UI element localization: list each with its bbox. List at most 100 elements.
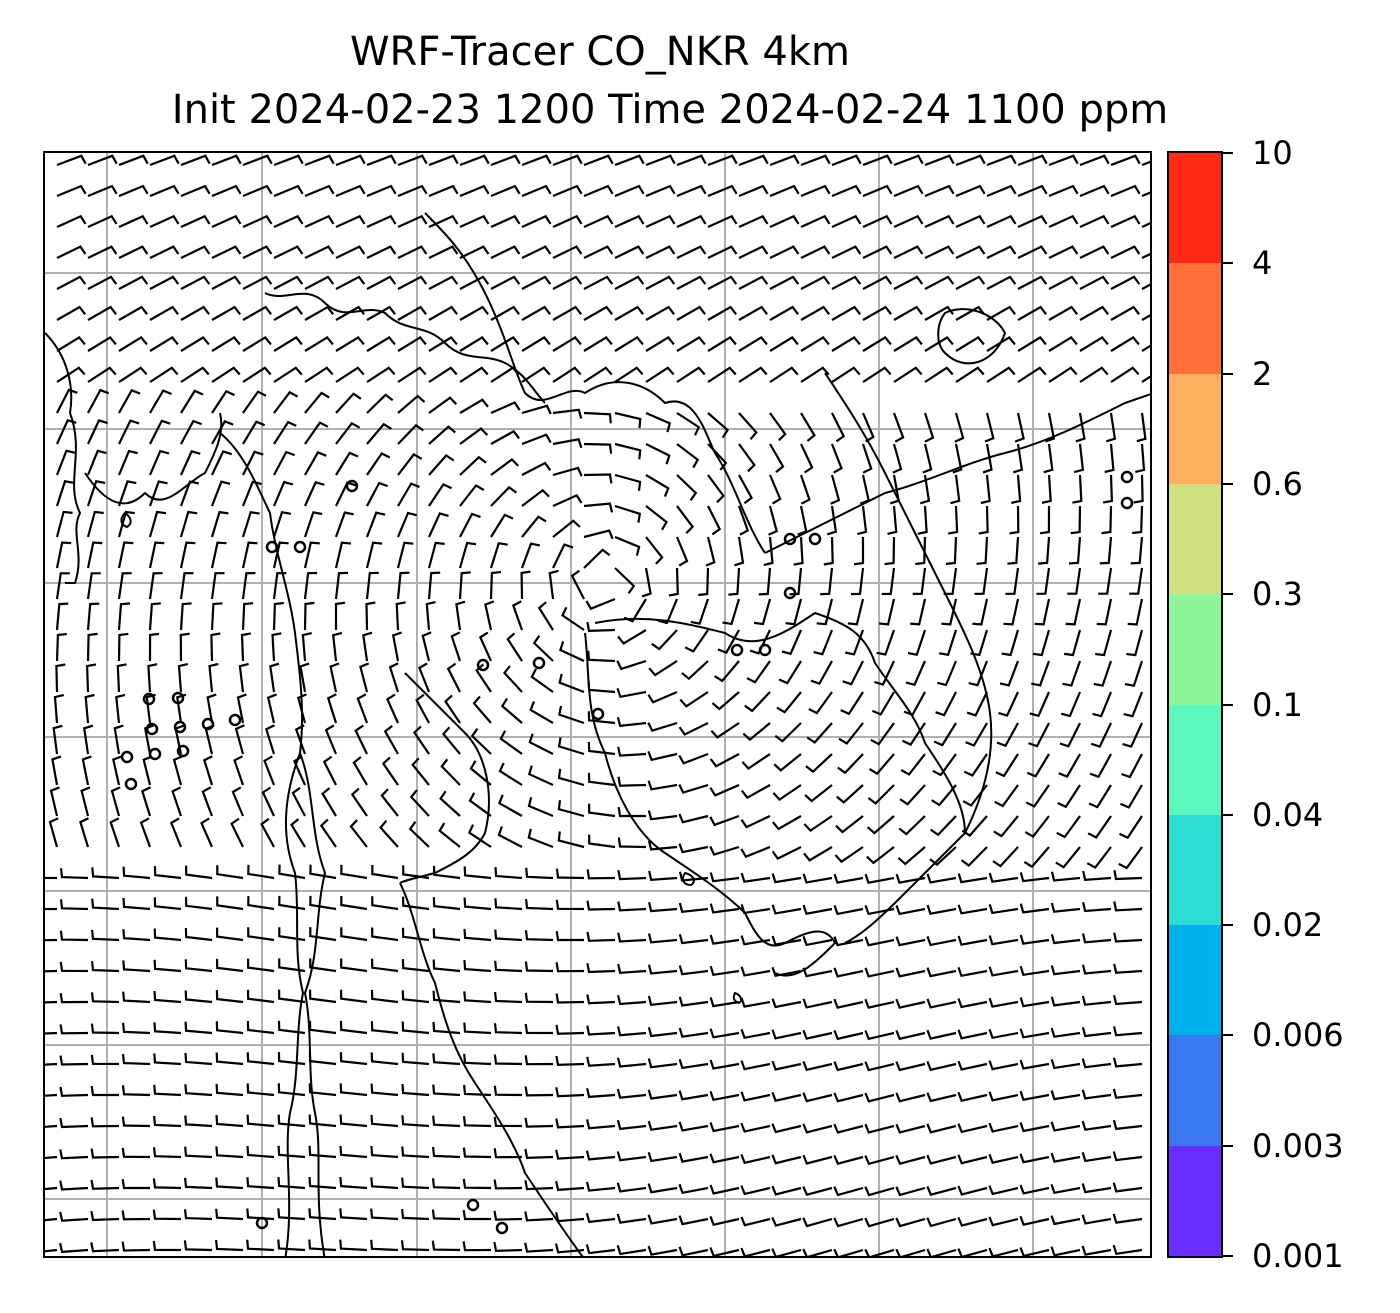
- wind-barb: [924, 184, 955, 198]
- border-cambodia: [594, 612, 966, 944]
- wind-barb: [709, 783, 740, 797]
- wind-barb: [418, 662, 431, 693]
- wind-barb: [51, 755, 62, 786]
- wind-barb: [740, 784, 771, 800]
- wind-barb: [738, 275, 769, 290]
- wind-barb: [676, 275, 707, 290]
- wind-barb: [277, 1177, 306, 1190]
- wind-barb: [930, 815, 957, 837]
- wind-barb: [895, 1123, 926, 1134]
- wind-barb: [915, 536, 927, 566]
- wind-barb: [179, 449, 201, 476]
- wind-barb: [273, 214, 304, 229]
- calm-circle: [466, 1198, 480, 1212]
- wind-barb: [117, 572, 132, 600]
- wind-barb: [185, 865, 213, 880]
- wind-barb: [802, 1186, 833, 1197]
- wind-barb: [924, 305, 954, 321]
- wind-barb: [246, 1052, 275, 1066]
- wind-barb: [179, 510, 198, 538]
- wind-barb: [866, 846, 895, 865]
- wind-barb: [1102, 474, 1114, 504]
- wind-barb: [1127, 598, 1144, 626]
- wind-barb: [709, 1122, 740, 1133]
- wind-barb: [242, 275, 273, 290]
- wind-barb: [746, 660, 771, 684]
- wind-barb: [583, 473, 613, 484]
- wind-barb: [521, 154, 552, 167]
- wind-barb: [616, 1213, 647, 1224]
- wind-barb: [645, 443, 671, 465]
- wind-barb: [215, 1052, 244, 1066]
- wind-barb: [585, 1150, 616, 1161]
- wind-barb: [370, 1114, 399, 1128]
- wind-barb: [463, 928, 492, 942]
- wind-barb: [808, 691, 833, 715]
- wind-barb: [895, 998, 926, 1009]
- wind-barb: [1098, 567, 1113, 595]
- wind-barb: [180, 214, 211, 229]
- wind-barb: [493, 1148, 523, 1159]
- wind-barb: [402, 896, 430, 911]
- wind-barb: [59, 992, 89, 1004]
- wind-barb: [366, 214, 397, 229]
- wind-barb: [552, 335, 582, 352]
- wind-barb: [87, 154, 118, 167]
- wind-barb: [645, 505, 668, 531]
- wind-barb: [957, 1123, 988, 1134]
- wind-barb: [676, 474, 698, 501]
- wind-barb: [90, 1179, 120, 1190]
- wind-barb: [91, 898, 120, 911]
- wind-barb: [678, 722, 709, 736]
- wind-barb: [271, 632, 282, 662]
- wind-barb: [996, 722, 1019, 748]
- wind-barb: [690, 598, 710, 625]
- wind-barb: [586, 869, 616, 880]
- wind-barb: [277, 1114, 306, 1128]
- wind-barb: [494, 991, 523, 1004]
- wind-barb: [1073, 443, 1085, 474]
- wind-barb: [490, 245, 521, 259]
- wind-barb: [583, 245, 614, 259]
- wind-barb: [675, 536, 689, 567]
- wind-barb: [864, 967, 895, 978]
- wind-barb: [246, 1020, 275, 1035]
- wind-barb: [740, 1247, 771, 1256]
- wind-barb: [260, 817, 275, 848]
- wind-barb: [152, 1147, 182, 1159]
- wind-barb: [148, 510, 167, 538]
- wind-barb: [334, 511, 354, 538]
- colorbar-segment: [1169, 373, 1221, 484]
- wind-barb: [774, 722, 802, 743]
- wind-barb: [772, 815, 802, 831]
- wind-barb: [521, 404, 552, 415]
- wind-barb: [211, 184, 242, 198]
- wind-barb: [1079, 305, 1109, 321]
- wind-barb: [241, 480, 262, 507]
- wind-barb: [710, 722, 740, 739]
- wind-barb: [339, 1145, 368, 1159]
- wind-barb: [1089, 753, 1112, 779]
- wind-barb: [740, 1216, 771, 1227]
- wind-barb: [1081, 1151, 1112, 1163]
- wind-barb: [238, 662, 249, 693]
- wind-barb: [1113, 1026, 1143, 1037]
- wind-barb: [397, 423, 424, 445]
- wind-barb: [339, 1083, 368, 1097]
- wind-barb: [833, 1186, 864, 1197]
- coastline-gulf-inner: [399, 672, 490, 884]
- wind-barb: [428, 483, 452, 507]
- wind-barb: [530, 668, 554, 693]
- wind-barb: [200, 817, 214, 848]
- wind-barb: [957, 935, 988, 946]
- wind-barb: [1011, 474, 1022, 504]
- wind-barb: [707, 214, 738, 229]
- wind-barb: [1079, 335, 1109, 352]
- wind-barb: [645, 335, 675, 352]
- wind-barb: [80, 786, 91, 817]
- wind-barb: [614, 411, 642, 429]
- wind-barb: [833, 967, 864, 978]
- wind-barb: [587, 650, 616, 663]
- wind-barb: [722, 598, 741, 626]
- wind-barb: [177, 663, 189, 693]
